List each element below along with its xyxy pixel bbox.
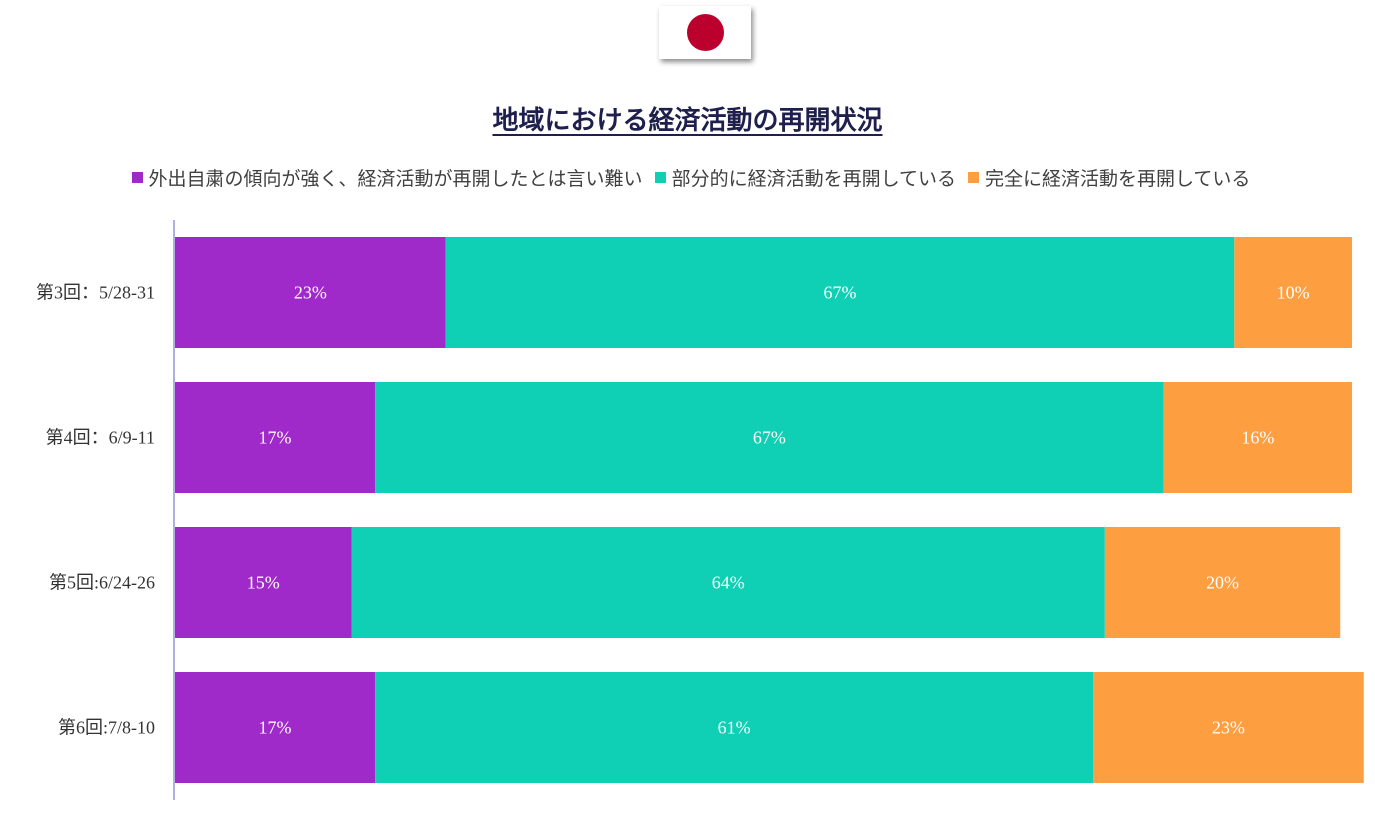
legend-swatch-2 — [654, 172, 666, 183]
bar-segment-1-1 — [175, 237, 446, 348]
data-label-4-3: 23% — [1212, 718, 1245, 738]
legend-label-2: 部分的に経済活動を再開している — [671, 168, 956, 190]
bar-segment-4-3 — [1093, 672, 1364, 783]
bar-segment-3-1 — [175, 527, 352, 638]
data-label-1-3: 10% — [1277, 283, 1310, 303]
data-label-2-2: 67% — [753, 428, 786, 448]
data-label-3-1: 15% — [247, 573, 280, 593]
bar-segment-2-3 — [1163, 382, 1352, 493]
data-label-2-1: 17% — [259, 428, 292, 448]
bar-segment-3-3 — [1104, 527, 1341, 638]
bar-segment-2-1 — [175, 382, 376, 493]
legend-swatch-3 — [968, 172, 979, 183]
chart-legend: 外出自粛の傾向が強く、経済活動が再開したとは言い難い 部分的に経済活動を再開してい… — [0, 164, 1375, 191]
legend-item-1: 外出自粛の傾向が強く、経済活動が再開したとは言い難い — [131, 164, 643, 191]
data-label-1-1: 23% — [294, 283, 327, 303]
bar-segment-4-2 — [375, 672, 1094, 783]
data-label-3-3: 20% — [1206, 573, 1239, 593]
data-label-1-2: 67% — [824, 283, 857, 303]
legend-item-3: 完全に経済活動を再開している — [968, 164, 1250, 191]
legend-label-1: 外出自粛の傾向が強く、経済活動が再開したとは言い難い — [148, 168, 643, 190]
legend-label-3: 完全に経済活動を再開している — [985, 168, 1251, 190]
bar-segment-4-1 — [175, 672, 376, 783]
bar-segment-3-2 — [351, 527, 1105, 638]
bar-segment-2-2 — [375, 382, 1164, 493]
category-label-3: 第5回:6/24-26 — [49, 573, 155, 593]
category-label-4: 第6回:7/8-10 — [58, 718, 155, 738]
chart-title: 地域における経済活動の再開状況 — [492, 106, 883, 136]
data-label-2-3: 16% — [1241, 428, 1274, 448]
category-label-1: 第3回：5/28-31 — [36, 283, 155, 303]
flag-red-disc — [687, 14, 724, 51]
data-label-4-2: 61% — [718, 718, 751, 738]
bar-segment-1-2 — [445, 237, 1235, 348]
bar-segment-1-3 — [1234, 237, 1352, 348]
legend-swatch-1 — [131, 172, 143, 183]
legend-item-2: 部分的に経済活動を再開している — [654, 164, 956, 191]
data-label-3-2: 64% — [712, 573, 745, 593]
category-label-2: 第4回：6/9-11 — [46, 428, 155, 448]
data-label-4-1: 17% — [259, 718, 292, 738]
japan-flag-icon — [659, 6, 751, 59]
